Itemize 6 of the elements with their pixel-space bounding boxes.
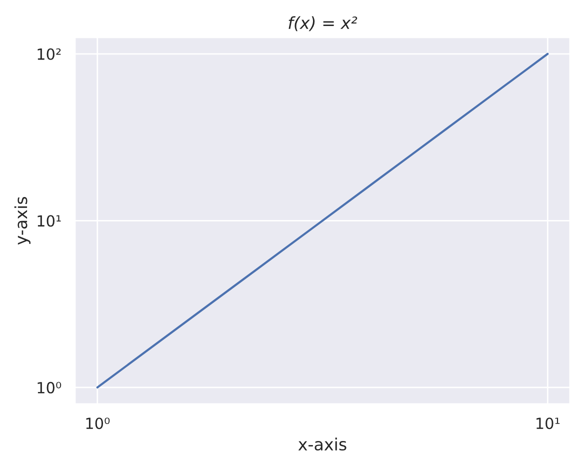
chart-title: f(x) = x² — [288, 16, 358, 32]
y-tick-label: 10¹ — [38, 215, 61, 227]
y-tick-label: 10⁰ — [38, 382, 62, 394]
y-axis-title: y-axis — [14, 196, 31, 245]
x-axis-title: x-axis — [298, 438, 346, 451]
y-tick-label: 10² — [38, 48, 61, 60]
